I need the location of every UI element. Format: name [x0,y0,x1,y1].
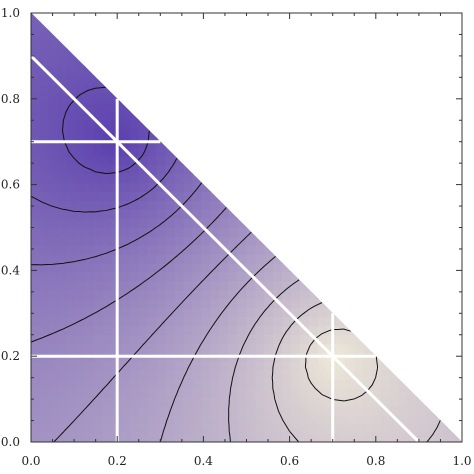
x-tick-label: 0.4 [194,454,213,468]
contour-line [30,182,203,266]
field-cell [380,360,391,371]
field-cell [237,217,248,228]
y-tick-label: 0.2 [1,349,20,363]
field-cell [84,65,95,76]
field-cell [48,30,59,41]
field-cell [353,334,364,344]
field-cell [318,298,329,309]
field-cell [443,423,454,434]
contour-line [62,86,150,175]
tick-labels: 0.0 0.2 0.4 0.6 0.8 1.0 0.0 0.2 0.4 0.6 0.8 1.0 [1,6,472,468]
field-cell [129,110,140,121]
field-cell [165,146,176,157]
field-cell [138,119,149,130]
field-cell [210,191,221,201]
field-cell [434,414,445,425]
field-cell [39,21,50,32]
field-cell [228,208,239,219]
white-guide-lines [29,54,420,444]
x-tick-label: 0.8 [366,454,385,468]
y-tick-label: 0.4 [1,263,20,277]
field-cell [102,83,113,94]
field-cell [344,325,355,336]
field-cell [425,405,436,416]
field-cell [389,369,400,380]
field-cell [264,244,275,255]
field-cell [273,253,284,264]
field-cell [57,39,68,50]
x-tick-label: 1.0 [452,454,471,468]
contour-line [304,328,379,402]
field-cell [219,199,230,210]
y-tick-label: 0.6 [1,178,20,192]
field-cell [93,74,104,85]
field-cell [398,378,409,389]
field-cell [75,56,86,67]
field-cell [183,164,194,175]
field-cell [407,387,418,398]
field-cell [362,342,373,353]
contour-line [228,279,300,443]
x-tick-label: 0.0 [21,454,40,468]
field-cell [147,128,158,139]
field-cell [192,173,203,184]
field-cell [335,316,346,327]
field-cell [416,396,427,407]
field-cell [452,432,463,443]
axis-ticks [30,12,463,443]
y-tick-label: 0.8 [1,92,20,106]
contour-line [53,231,252,443]
contour-line [30,207,227,343]
x-tick-label: 0.6 [280,454,299,468]
color-field [30,12,463,443]
field-cell [201,182,212,193]
y-tick-label: 1.0 [1,6,20,20]
field-cell [66,48,77,58]
field-cell [300,280,311,291]
field-cell [255,235,266,246]
field-cell [30,12,41,23]
field-cell [309,289,320,300]
y-tick-label: 0.0 [1,435,20,449]
field-cell [291,271,302,282]
field-cell [120,101,131,112]
contour-line [271,302,441,443]
x-tick-label: 0.2 [108,454,127,468]
field-cell [282,262,293,273]
white-diagonal-line [29,54,420,444]
